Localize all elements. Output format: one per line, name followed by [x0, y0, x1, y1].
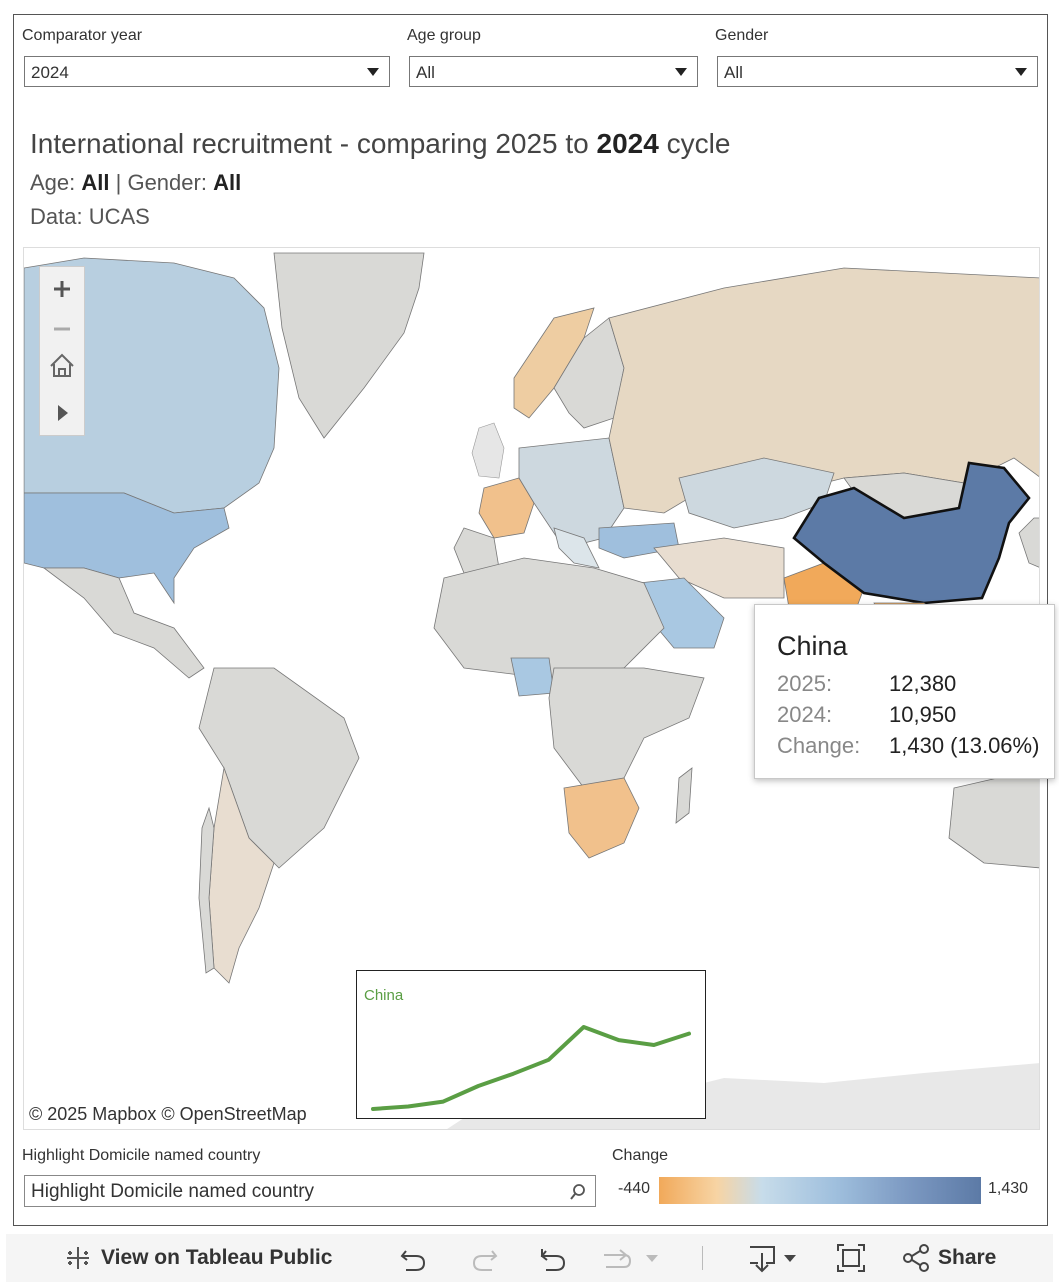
age-summary-value: All — [81, 170, 110, 195]
country-iran-iraq[interactable] — [653, 537, 785, 599]
country-southern-africa[interactable] — [563, 777, 640, 859]
trend-chart — [371, 1025, 691, 1111]
country-mexico[interactable] — [42, 567, 205, 679]
fullscreen-icon — [837, 1244, 865, 1272]
tooltip-value: 10,950 — [889, 702, 957, 727]
zoom-out-icon — [54, 327, 70, 331]
comparator-year-label: Comparator year — [22, 27, 143, 44]
tableau-toolbar: View on Tableau Public Share — [6, 1234, 1053, 1282]
refresh-icon — [604, 1249, 658, 1268]
download-button[interactable] — [746, 1234, 802, 1282]
toolbar-divider — [702, 1234, 703, 1282]
page-title: International recruitment - comparing 20… — [30, 128, 730, 160]
tooltip-value: 12,380 — [889, 671, 957, 696]
summary-separator: | — [109, 170, 128, 195]
country-greenland[interactable] — [273, 252, 425, 439]
share-button[interactable]: Share — [900, 1234, 996, 1282]
age-group-value: All — [416, 63, 435, 82]
tableau-icon — [67, 1247, 89, 1269]
country-uk[interactable] — [471, 422, 505, 479]
country-central-africa[interactable] — [548, 667, 705, 789]
redo-button[interactable] — [468, 1234, 502, 1282]
gender-select[interactable]: All — [717, 56, 1038, 87]
play-icon — [58, 405, 68, 421]
tooltip-row-2025: 2025: 12,380 — [777, 671, 956, 697]
tooltip-row-change: Change: 1,430 (13.06%) — [777, 733, 1039, 759]
tooltip-value: 1,430 (13.06%) — [889, 733, 1040, 758]
country-north-africa[interactable] — [433, 557, 665, 679]
map-attribution[interactable]: © 2025 Mapbox © OpenStreetMap — [29, 1104, 307, 1124]
filter-summary: Age: All | Gender: All — [30, 170, 241, 196]
data-source: Data: UCAS — [30, 204, 150, 229]
share-icon — [903, 1244, 929, 1272]
age-group-select[interactable]: All — [409, 56, 698, 87]
country-brazil[interactable] — [198, 667, 360, 869]
age-group-label: Age group — [407, 27, 481, 44]
highlight-placeholder: Highlight Domicile named country — [31, 1181, 315, 1202]
undo-button[interactable] — [396, 1234, 430, 1282]
trend-inset: China — [356, 970, 706, 1119]
zoom-in-button[interactable] — [40, 269, 84, 309]
tooltip-label: 2025: — [777, 671, 833, 696]
revert-icon — [540, 1249, 566, 1271]
title-prefix: International recruitment - comparing 20… — [30, 128, 597, 159]
inset-series-label: China — [364, 987, 404, 1004]
comparator-year-select[interactable]: 2024 — [24, 56, 390, 87]
trend-line[interactable] — [371, 1025, 691, 1111]
chevron-down-icon — [367, 68, 379, 76]
search-icon — [570, 1184, 585, 1200]
title-year: 2024 — [596, 128, 659, 159]
tooltip-row-2024: 2024: 10,950 — [777, 702, 956, 728]
refresh-button[interactable] — [598, 1234, 658, 1282]
legend-max: 1,430 — [988, 1180, 1029, 1197]
country-italy-greece[interactable] — [553, 527, 600, 569]
undo-icon — [400, 1250, 426, 1271]
revert-button[interactable] — [536, 1234, 570, 1282]
home-icon — [50, 353, 74, 377]
share-label: Share — [938, 1246, 997, 1269]
country-kazakhstan[interactable] — [678, 457, 835, 529]
age-summary-label: Age: — [30, 170, 82, 195]
map-tooltip: China 2025: 12,380 2024: 10,950 Change: … — [754, 604, 1055, 779]
chevron-down-icon — [1015, 68, 1027, 76]
tooltip-label: Change: — [777, 733, 861, 758]
redo-icon — [472, 1250, 498, 1271]
legend-title: Change — [612, 1147, 669, 1164]
gender-summary-value: All — [213, 170, 242, 195]
highlight-label: Highlight Domicile named country — [22, 1147, 261, 1164]
chevron-down-icon — [675, 68, 687, 76]
country-china[interactable] — [792, 461, 1031, 605]
download-icon — [750, 1246, 796, 1273]
view-on-tableau-public-button[interactable]: View on Tableau Public — [63, 1234, 332, 1282]
country-chile[interactable] — [198, 806, 215, 974]
comparator-year-value: 2024 — [31, 63, 69, 82]
title-suffix: cycle — [658, 128, 731, 159]
legend-min: -440 — [618, 1180, 651, 1197]
country-nigeria[interactable] — [510, 657, 555, 697]
gender-summary-label: Gender: — [127, 170, 214, 195]
highlight-search-input[interactable]: Highlight Domicile named country — [24, 1175, 596, 1207]
country-australia[interactable] — [948, 768, 1040, 869]
zoom-in-icon — [54, 281, 70, 297]
tooltip-country: China — [777, 631, 848, 661]
country-japan[interactable] — [1018, 517, 1040, 568]
gender-label: Gender — [715, 27, 769, 44]
map-zoom-controls — [39, 266, 85, 436]
country-madagascar[interactable] — [675, 767, 693, 824]
gender-value: All — [724, 63, 743, 82]
map-canvas — [24, 252, 1040, 1129]
fullscreen-button[interactable] — [834, 1234, 868, 1282]
color-legend-bar — [659, 1177, 981, 1204]
view-on-tableau-label: View on Tableau Public — [101, 1246, 333, 1269]
zoom-out-button[interactable] — [40, 309, 84, 349]
tooltip-label: 2024: — [777, 702, 833, 727]
home-button[interactable] — [40, 345, 84, 385]
expand-toolbar-button[interactable] — [40, 393, 84, 433]
